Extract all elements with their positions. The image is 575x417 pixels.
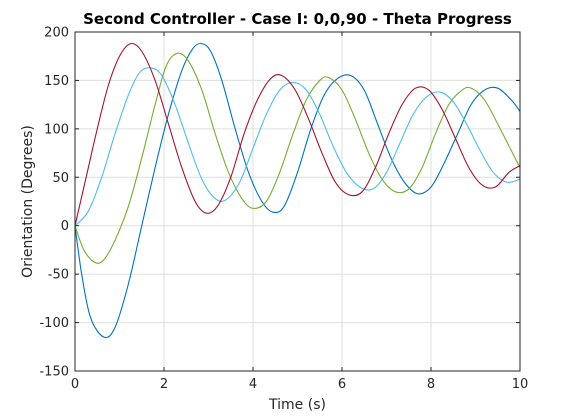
x-tick-label: 4: [249, 377, 257, 392]
x-tick-label: 0: [71, 377, 79, 392]
series-line-4: [74, 42, 521, 226]
series-line-2: [74, 52, 521, 264]
y-tick-label: -150: [39, 365, 69, 380]
y-tick-label: 100: [44, 122, 69, 137]
x-axis-label: Time (s): [268, 397, 326, 413]
plot-frame: [74, 31, 521, 372]
x-tick-label: 2: [160, 377, 168, 392]
series-line-1: [74, 42, 521, 339]
series-layer: [74, 42, 521, 339]
y-tick-label: -100: [39, 316, 69, 331]
y-axis-label: Orientation (Degrees): [20, 125, 36, 278]
chart-title: Second Controller - Case I: 0,0,90 - The…: [83, 10, 512, 28]
y-tick-label: 50: [52, 171, 69, 186]
series-line-3: [74, 67, 521, 227]
tick-layer: 0 2 4 6 8 10 -150 -100 -50 0 50 100 150 200: [39, 26, 528, 393]
x-tick-label: 8: [427, 377, 435, 392]
x-tick-label: 10: [512, 377, 529, 392]
y-tick-label: 0: [61, 219, 69, 234]
x-tick-label: 6: [338, 377, 346, 392]
y-tick-label: -50: [48, 268, 69, 283]
y-tick-label: 150: [44, 74, 69, 89]
y-tick-label: 200: [44, 26, 69, 41]
